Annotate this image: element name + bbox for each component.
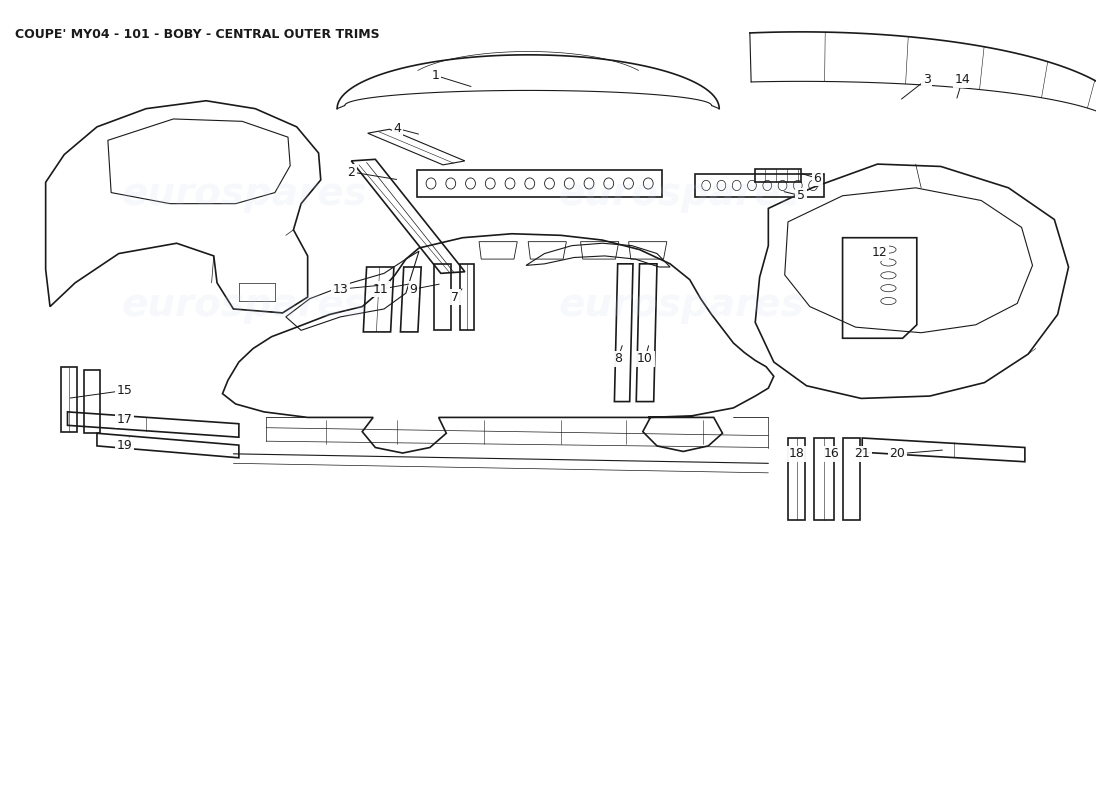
- Text: 20: 20: [889, 447, 905, 460]
- Text: 8: 8: [614, 352, 622, 366]
- Text: 18: 18: [789, 447, 805, 460]
- Text: 19: 19: [117, 439, 132, 453]
- Text: 14: 14: [955, 73, 970, 86]
- Bar: [417, 170, 662, 197]
- Text: 17: 17: [117, 414, 132, 426]
- Text: 2: 2: [348, 166, 355, 178]
- Text: 7: 7: [451, 290, 459, 303]
- Text: 12: 12: [872, 246, 888, 259]
- Text: 16: 16: [824, 447, 839, 460]
- Text: 13: 13: [332, 282, 349, 296]
- Text: 10: 10: [637, 352, 653, 366]
- Text: 15: 15: [117, 384, 132, 397]
- Text: eurospares: eurospares: [121, 175, 367, 213]
- Bar: [695, 174, 824, 197]
- Text: COUPE' MY04 - 101 - BOBY - CENTRAL OUTER TRIMS: COUPE' MY04 - 101 - BOBY - CENTRAL OUTER…: [15, 28, 379, 41]
- Text: 4: 4: [393, 122, 402, 135]
- Text: 1: 1: [431, 69, 439, 82]
- Text: eurospares: eurospares: [558, 286, 804, 324]
- Text: 21: 21: [855, 447, 870, 460]
- Text: 3: 3: [923, 73, 931, 86]
- Text: eurospares: eurospares: [121, 286, 367, 324]
- Text: 11: 11: [373, 282, 388, 296]
- Text: 5: 5: [798, 190, 805, 202]
- Text: 6: 6: [814, 172, 822, 185]
- Text: 9: 9: [409, 282, 418, 296]
- Text: eurospares: eurospares: [558, 175, 804, 213]
